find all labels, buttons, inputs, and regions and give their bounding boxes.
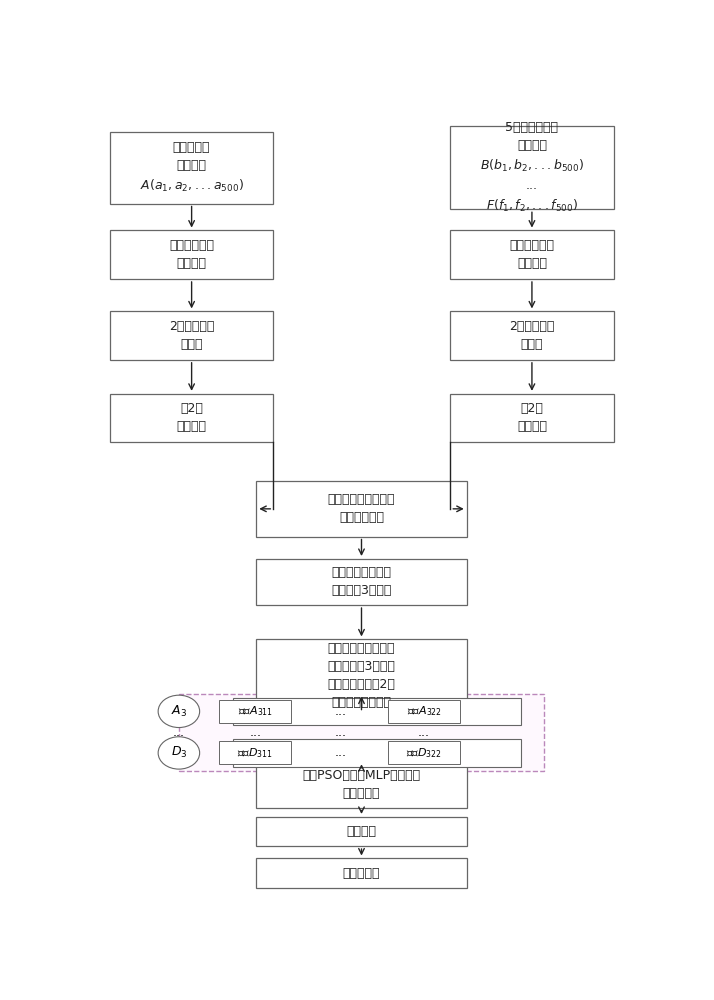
FancyBboxPatch shape xyxy=(256,639,467,713)
FancyBboxPatch shape xyxy=(256,761,467,808)
Text: 5个辅助测风站
风速数据
$B(b_1,b_2,...b_{500})$
...
$F(f_1,f_2,...f_{500})$: 5个辅助测风站 风速数据 $B(b_1,b_2,...b_{500})$ ...… xyxy=(480,121,584,214)
Text: 2层深度的小
波分解: 2层深度的小 波分解 xyxy=(169,320,214,351)
Text: 通过动态时间弯曲距
离判断显著性: 通过动态时间弯曲距 离判断显著性 xyxy=(328,493,396,524)
FancyBboxPatch shape xyxy=(256,817,467,846)
FancyBboxPatch shape xyxy=(110,230,273,279)
FancyBboxPatch shape xyxy=(110,132,273,204)
Text: 对此时目标测风站数
据及选出的3个辅助
测风站数据进行2层
深度的小波包分解: 对此时目标测风站数 据及选出的3个辅助 测风站数据进行2层 深度的小波包分解 xyxy=(328,642,396,709)
FancyBboxPatch shape xyxy=(233,739,521,767)
Text: 第2层
低频部分: 第2层 低频部分 xyxy=(517,402,547,433)
Text: 序列$D_{322}$: 序列$D_{322}$ xyxy=(406,746,442,760)
Text: 序列$D_{311}$: 序列$D_{311}$ xyxy=(237,746,273,760)
Text: 交互多模型卡
尔曼滤波: 交互多模型卡 尔曼滤波 xyxy=(169,239,214,270)
FancyBboxPatch shape xyxy=(219,741,291,764)
FancyBboxPatch shape xyxy=(451,311,613,360)
FancyBboxPatch shape xyxy=(451,394,613,442)
Text: 建立PSO优化的MLP模型进行
训练及预测: 建立PSO优化的MLP模型进行 训练及预测 xyxy=(303,769,421,800)
Text: 交互多模型卡
尔曼滤波: 交互多模型卡 尔曼滤波 xyxy=(509,239,555,270)
Text: 2层深度的小
波分解: 2层深度的小 波分解 xyxy=(509,320,555,351)
FancyBboxPatch shape xyxy=(233,698,521,725)
FancyBboxPatch shape xyxy=(110,311,273,360)
Text: 序列$A_{311}$: 序列$A_{311}$ xyxy=(238,704,273,718)
Text: ...: ... xyxy=(335,705,347,718)
FancyBboxPatch shape xyxy=(256,559,467,605)
Text: 第2层
低频部分: 第2层 低频部分 xyxy=(176,402,206,433)
Text: ...: ... xyxy=(418,726,430,739)
FancyBboxPatch shape xyxy=(256,481,467,537)
FancyBboxPatch shape xyxy=(451,126,613,209)
Ellipse shape xyxy=(158,737,200,769)
Ellipse shape xyxy=(158,695,200,728)
Text: 风速预测值: 风速预测值 xyxy=(343,867,381,880)
Text: 序列$A_{322}$: 序列$A_{322}$ xyxy=(406,704,441,718)
Text: ...: ... xyxy=(335,726,347,739)
Text: 目标测风站
风速数据
$A(a_1,a_2,...a_{500})$: 目标测风站 风速数据 $A(a_1,a_2,...a_{500})$ xyxy=(140,141,243,194)
FancyBboxPatch shape xyxy=(256,858,467,888)
Text: $A_3$: $A_3$ xyxy=(171,704,187,719)
FancyBboxPatch shape xyxy=(451,230,613,279)
Text: ...: ... xyxy=(249,726,261,739)
Text: $D_3$: $D_3$ xyxy=(171,745,187,760)
Text: ...: ... xyxy=(335,746,347,759)
FancyBboxPatch shape xyxy=(110,394,273,442)
FancyBboxPatch shape xyxy=(219,700,291,723)
FancyBboxPatch shape xyxy=(179,694,544,771)
FancyBboxPatch shape xyxy=(388,741,460,764)
Text: ...: ... xyxy=(173,726,185,739)
Text: 汇总计算: 汇总计算 xyxy=(346,825,376,838)
FancyBboxPatch shape xyxy=(388,700,460,723)
Text: 选出辅助风站显著
性最大前3组数据: 选出辅助风站显著 性最大前3组数据 xyxy=(331,566,392,597)
